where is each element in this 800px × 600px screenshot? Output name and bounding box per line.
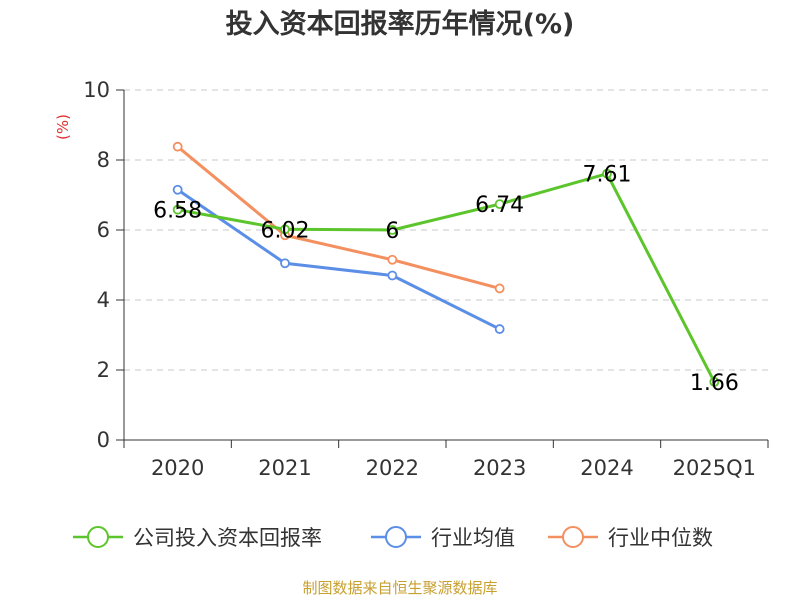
x-tick-label: 2021	[258, 456, 311, 480]
y-axis-ticks: 0 2 4 6 8 10	[83, 78, 124, 452]
series-line-0	[177, 172, 716, 383]
data-point	[494, 283, 505, 294]
data-point	[172, 204, 183, 215]
x-tick-label: 2024	[580, 456, 633, 480]
data-point	[280, 224, 290, 235]
series-line-1	[176, 188, 501, 331]
x-tick-label: 2022	[366, 456, 419, 480]
data-point	[709, 376, 720, 387]
data-label: 6.58	[153, 199, 202, 224]
legend-item-0[interactable]: 公司投入资本回报率	[73, 526, 322, 550]
x-tick-label: 2023	[473, 456, 526, 480]
grid-lines	[124, 89, 768, 371]
legend-label: 行业均值	[431, 526, 515, 550]
data-label: 7.61	[583, 163, 632, 188]
legend-item-2[interactable]: 行业中位数	[548, 526, 713, 550]
data-label: 1.66	[690, 371, 739, 396]
chart-title: 投入资本回报率历年情况(%)	[226, 8, 575, 40]
legend[interactable]: 公司投入资本回报率 行业均值 行业中位数	[73, 526, 713, 550]
data-labels: 6.58 6.02 6 6.74 7.61 1.66	[153, 163, 739, 396]
y-tick-label: 8	[97, 148, 110, 172]
legend-label: 公司投入资本回报率	[133, 526, 322, 550]
x-tick-label: 2020	[151, 456, 204, 480]
data-label: 6	[385, 219, 399, 244]
data-point	[602, 168, 612, 179]
data-point	[387, 254, 398, 265]
legend-label: 行业中位数	[608, 526, 713, 550]
data-point	[280, 258, 290, 269]
series-line-2	[176, 145, 501, 290]
axes	[123, 90, 768, 441]
x-tick-label: 2025Q1	[673, 456, 756, 480]
legend-item-1[interactable]: 行业均值	[371, 526, 515, 550]
data-label: 6.74	[475, 193, 524, 218]
series-group	[172, 141, 720, 387]
source-note: 制图数据来自恒生聚源数据库	[302, 579, 497, 597]
data-point	[387, 225, 398, 235]
y-tick-label: 2	[97, 358, 110, 382]
data-point	[494, 199, 505, 210]
y-tick-label: 10	[83, 78, 110, 102]
data-point	[387, 270, 398, 281]
legend-marker	[87, 526, 109, 548]
legend-marker	[562, 526, 584, 548]
data-point	[494, 324, 505, 334]
data-point	[172, 184, 183, 195]
y-tick-label: 6	[97, 218, 110, 242]
data-label: 6.02	[261, 218, 310, 243]
legend-marker	[385, 526, 407, 548]
y-tick-label: 4	[97, 288, 110, 312]
y-axis-unit: (%)	[54, 114, 72, 140]
x-axis-ticks: 2020 2021 2022 2023 2024 2025Q1	[123, 440, 769, 480]
data-point	[172, 141, 183, 152]
y-tick-label: 0	[97, 428, 110, 452]
